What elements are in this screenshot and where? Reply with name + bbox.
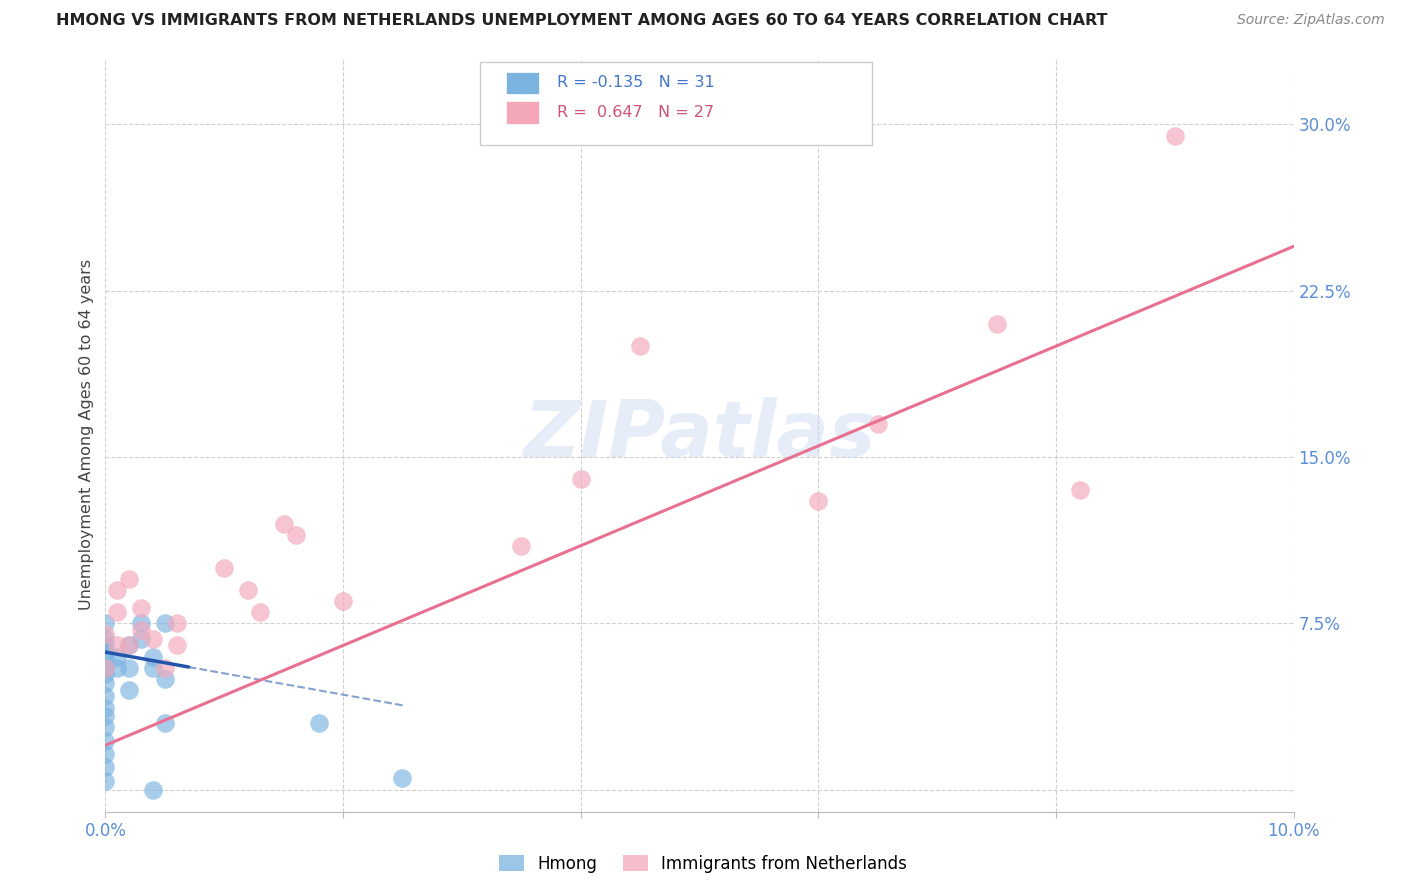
Point xyxy=(332,594,354,608)
Text: Source: ZipAtlas.com: Source: ZipAtlas.com xyxy=(1237,13,1385,28)
Point xyxy=(94,690,117,704)
Point xyxy=(118,639,141,653)
Point xyxy=(94,760,117,774)
Point xyxy=(105,660,128,674)
Legend: Hmong, Immigrants from Netherlands: Hmong, Immigrants from Netherlands xyxy=(492,848,914,880)
Point xyxy=(807,494,830,508)
Point xyxy=(214,561,236,575)
Point xyxy=(569,472,592,486)
Point xyxy=(94,676,117,690)
Y-axis label: Unemployment Among Ages 60 to 64 years: Unemployment Among Ages 60 to 64 years xyxy=(79,260,94,610)
Point xyxy=(94,660,117,674)
Point xyxy=(94,747,117,761)
Point xyxy=(129,600,152,615)
Point xyxy=(1164,128,1187,143)
Point xyxy=(142,649,165,664)
Point xyxy=(273,516,295,531)
Point xyxy=(94,700,117,714)
Text: R = -0.135   N = 31: R = -0.135 N = 31 xyxy=(557,75,714,90)
Point xyxy=(129,616,152,631)
Point xyxy=(142,632,165,646)
Point xyxy=(94,616,117,631)
Text: HMONG VS IMMIGRANTS FROM NETHERLANDS UNEMPLOYMENT AMONG AGES 60 TO 64 YEARS CORR: HMONG VS IMMIGRANTS FROM NETHERLANDS UNE… xyxy=(56,13,1108,29)
Point xyxy=(118,639,141,653)
Point xyxy=(94,709,117,723)
Point xyxy=(866,417,889,431)
Point xyxy=(166,639,188,653)
Point xyxy=(105,605,128,619)
Point xyxy=(249,605,271,619)
Point xyxy=(153,672,176,686)
Text: ZIPatlas: ZIPatlas xyxy=(523,397,876,473)
FancyBboxPatch shape xyxy=(506,71,538,95)
Point xyxy=(118,682,141,697)
Point xyxy=(94,627,117,641)
Point xyxy=(94,733,117,747)
Point xyxy=(986,317,1008,331)
Point xyxy=(105,582,128,597)
Point xyxy=(105,639,128,653)
Point xyxy=(94,639,117,653)
FancyBboxPatch shape xyxy=(479,62,872,145)
Point xyxy=(153,716,176,731)
Point xyxy=(94,721,117,735)
Point xyxy=(94,773,117,788)
Point xyxy=(94,632,117,646)
Point xyxy=(118,660,141,674)
Point xyxy=(94,660,117,674)
Point xyxy=(94,649,117,664)
FancyBboxPatch shape xyxy=(506,101,538,124)
Point xyxy=(129,623,152,637)
Text: R =  0.647   N = 27: R = 0.647 N = 27 xyxy=(557,104,714,120)
Point xyxy=(94,667,117,681)
Point xyxy=(118,572,141,586)
Point xyxy=(510,539,533,553)
Point xyxy=(284,527,307,541)
Point xyxy=(166,616,188,631)
Point xyxy=(153,616,176,631)
Point xyxy=(129,632,152,646)
Point xyxy=(308,716,330,731)
Point xyxy=(153,660,176,674)
Point xyxy=(236,582,259,597)
Point xyxy=(142,782,165,797)
Point xyxy=(142,660,165,674)
Point xyxy=(105,649,128,664)
Point xyxy=(1069,483,1091,498)
Point xyxy=(94,645,117,659)
Point xyxy=(628,339,651,353)
Point xyxy=(391,772,413,786)
